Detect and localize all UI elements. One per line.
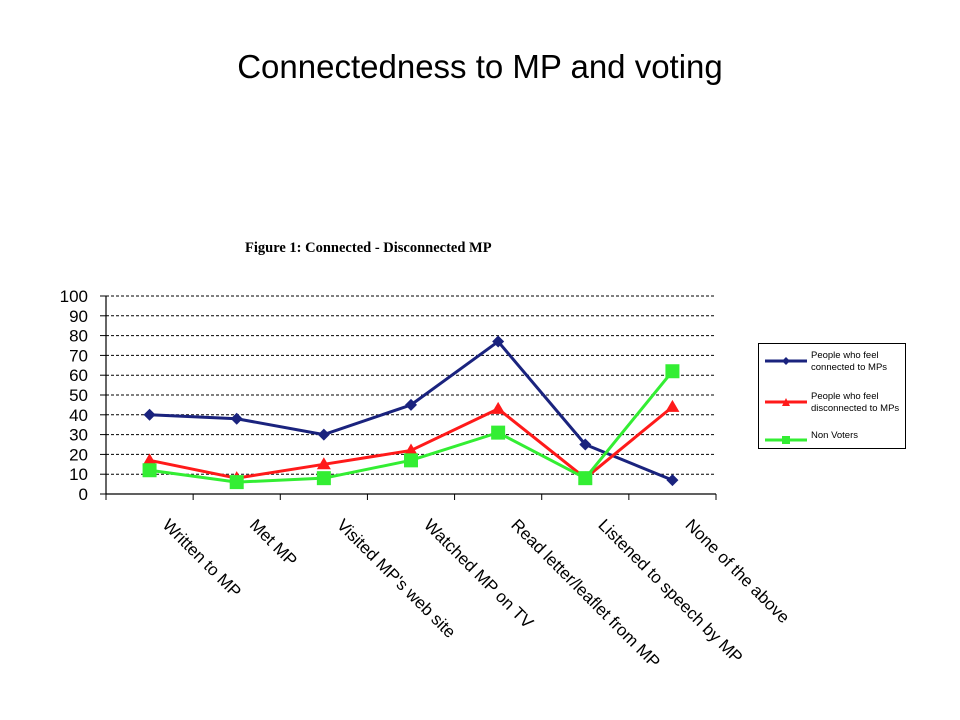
legend-label-non-voters: Non Voters bbox=[811, 430, 858, 441]
data-point bbox=[316, 457, 331, 470]
y-tick-label: 70 bbox=[69, 346, 88, 365]
data-point bbox=[665, 364, 680, 379]
data-point bbox=[317, 428, 330, 441]
legend-label-connected: People who feel connected to MPs bbox=[811, 350, 888, 373]
legend-item: Non Voters bbox=[765, 429, 905, 463]
legend-item: People who feel connected to MPs bbox=[765, 350, 905, 384]
legend-label-disconnected: People who feel disconnected to MPs bbox=[811, 391, 900, 414]
data-point bbox=[665, 399, 680, 412]
data-point bbox=[579, 438, 592, 451]
y-tick-label: 20 bbox=[69, 445, 88, 464]
data-point bbox=[142, 453, 157, 466]
x-tick-label: Listened to speech by MP bbox=[594, 515, 746, 667]
y-tick-label: 0 bbox=[79, 485, 88, 504]
data-point bbox=[229, 475, 244, 490]
x-tick-label: Read letter/leaflet from MP bbox=[507, 515, 663, 671]
data-point bbox=[404, 443, 418, 456]
data-point bbox=[142, 463, 157, 478]
slide-title: Connectedness to MP and voting bbox=[237, 48, 723, 85]
x-tick-label: Met MP bbox=[246, 515, 301, 570]
data-point bbox=[316, 471, 331, 486]
data-point bbox=[491, 401, 506, 414]
data-point bbox=[666, 474, 679, 487]
chart-title: Figure 1: Connected - Disconnected MP bbox=[245, 240, 492, 256]
legend-swatch-non-voters bbox=[765, 436, 807, 444]
y-tick-label: 50 bbox=[69, 386, 88, 405]
y-tick-label: 30 bbox=[69, 426, 88, 445]
y-tick-label: 40 bbox=[69, 406, 88, 425]
legend-swatch-disconnected bbox=[765, 398, 807, 406]
y-tick-label: 80 bbox=[69, 327, 88, 346]
y-tick-label: 10 bbox=[69, 465, 88, 484]
data-point bbox=[404, 453, 418, 468]
x-tick-label: Written to MP bbox=[159, 515, 245, 601]
data-point bbox=[405, 398, 417, 411]
legend-item: People who feel disconnected to MPs bbox=[765, 391, 905, 425]
data-point bbox=[143, 408, 156, 421]
data-point bbox=[230, 412, 243, 425]
data-point bbox=[492, 335, 505, 348]
legend-swatch-connected bbox=[765, 357, 807, 365]
data-point bbox=[491, 425, 506, 440]
y-tick-label: 60 bbox=[69, 366, 88, 385]
data-point bbox=[578, 471, 593, 486]
y-tick-label: 90 bbox=[69, 307, 88, 326]
chart-legend: People who feel connected to MPs People … bbox=[758, 343, 906, 449]
y-tick-label: 100 bbox=[60, 287, 88, 306]
